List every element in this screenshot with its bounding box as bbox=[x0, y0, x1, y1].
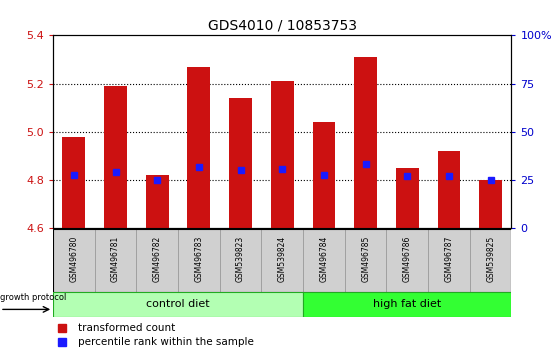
Bar bbox=[396, 168, 419, 228]
Text: GSM496786: GSM496786 bbox=[403, 236, 412, 282]
Text: GSM539824: GSM539824 bbox=[278, 236, 287, 282]
Text: high fat diet: high fat diet bbox=[373, 299, 442, 309]
Text: GSM496782: GSM496782 bbox=[153, 236, 162, 282]
Bar bbox=[146, 175, 169, 228]
Text: percentile rank within the sample: percentile rank within the sample bbox=[78, 337, 254, 348]
Bar bbox=[386, 229, 428, 292]
Bar bbox=[229, 98, 252, 228]
Bar bbox=[136, 229, 178, 292]
Bar bbox=[303, 292, 511, 317]
Text: control diet: control diet bbox=[146, 299, 210, 309]
Bar bbox=[53, 229, 95, 292]
Bar bbox=[438, 151, 461, 228]
Text: growth protocol: growth protocol bbox=[0, 293, 67, 302]
Bar bbox=[312, 122, 335, 228]
Bar bbox=[178, 229, 220, 292]
Bar bbox=[187, 67, 210, 228]
Text: GSM496781: GSM496781 bbox=[111, 236, 120, 282]
Bar bbox=[354, 57, 377, 228]
Text: GSM539823: GSM539823 bbox=[236, 236, 245, 282]
Bar bbox=[220, 229, 262, 292]
Text: transformed count: transformed count bbox=[78, 322, 176, 332]
Text: GSM496780: GSM496780 bbox=[69, 236, 78, 282]
Title: GDS4010 / 10853753: GDS4010 / 10853753 bbox=[208, 19, 357, 33]
Bar bbox=[271, 81, 293, 228]
Text: GSM496783: GSM496783 bbox=[195, 236, 203, 282]
Bar bbox=[53, 292, 303, 317]
Text: GSM496785: GSM496785 bbox=[361, 236, 370, 282]
Bar bbox=[63, 137, 86, 228]
Bar bbox=[479, 180, 502, 228]
Text: GSM496784: GSM496784 bbox=[319, 236, 329, 282]
Bar bbox=[262, 229, 303, 292]
Bar bbox=[303, 229, 345, 292]
Bar bbox=[428, 229, 470, 292]
Bar bbox=[345, 229, 386, 292]
Bar bbox=[104, 86, 127, 228]
Bar bbox=[95, 229, 136, 292]
Text: GSM539825: GSM539825 bbox=[486, 236, 495, 282]
Bar bbox=[470, 229, 511, 292]
Text: GSM496787: GSM496787 bbox=[444, 236, 453, 282]
